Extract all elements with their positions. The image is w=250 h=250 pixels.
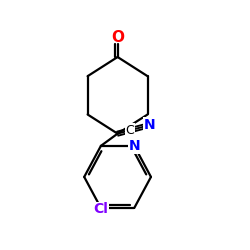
Text: Cl: Cl [94, 202, 108, 216]
Text: N: N [128, 139, 140, 153]
Text: O: O [111, 30, 124, 45]
Text: N: N [144, 118, 156, 132]
Text: C: C [126, 124, 134, 137]
